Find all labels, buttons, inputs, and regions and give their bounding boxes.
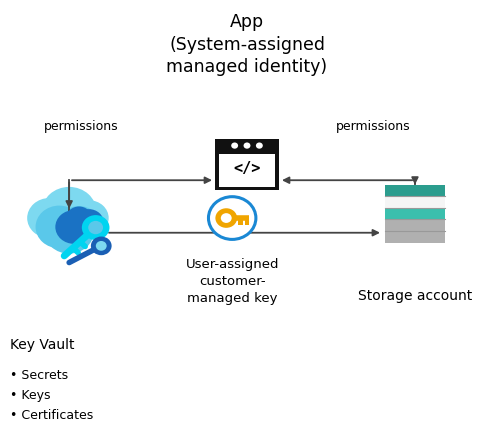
Circle shape — [88, 221, 103, 234]
Text: Key Vault: Key Vault — [10, 338, 75, 352]
Text: User-assigned
customer-
managed key: User-assigned customer- managed key — [185, 258, 279, 305]
Bar — [238, 219, 243, 225]
Circle shape — [44, 209, 94, 254]
Circle shape — [27, 198, 72, 238]
Circle shape — [74, 209, 104, 236]
Bar — [385, 196, 445, 208]
Bar — [219, 154, 275, 187]
Text: App
(System-assigned
managed identity): App (System-assigned managed identity) — [166, 13, 328, 76]
Circle shape — [208, 197, 256, 239]
Bar — [385, 219, 445, 231]
Bar — [385, 231, 445, 243]
Bar — [245, 219, 249, 225]
Circle shape — [69, 200, 109, 236]
Circle shape — [66, 206, 92, 230]
Circle shape — [58, 206, 100, 243]
Circle shape — [36, 206, 83, 248]
Circle shape — [42, 187, 96, 236]
Circle shape — [82, 215, 110, 240]
Bar — [385, 185, 445, 196]
Bar — [385, 208, 445, 219]
Circle shape — [231, 142, 238, 149]
Circle shape — [221, 213, 232, 223]
Circle shape — [96, 241, 107, 251]
Text: permissions: permissions — [44, 120, 119, 134]
Text: permissions: permissions — [335, 120, 411, 134]
Text: Storage account: Storage account — [358, 289, 472, 303]
Circle shape — [55, 210, 93, 244]
Circle shape — [244, 142, 250, 149]
Bar — [215, 139, 279, 190]
Circle shape — [91, 237, 112, 255]
Circle shape — [256, 142, 263, 149]
Text: </>: </> — [233, 161, 261, 176]
Circle shape — [215, 208, 237, 228]
Text: • Secrets
• Keys
• Certificates: • Secrets • Keys • Certificates — [10, 369, 93, 422]
